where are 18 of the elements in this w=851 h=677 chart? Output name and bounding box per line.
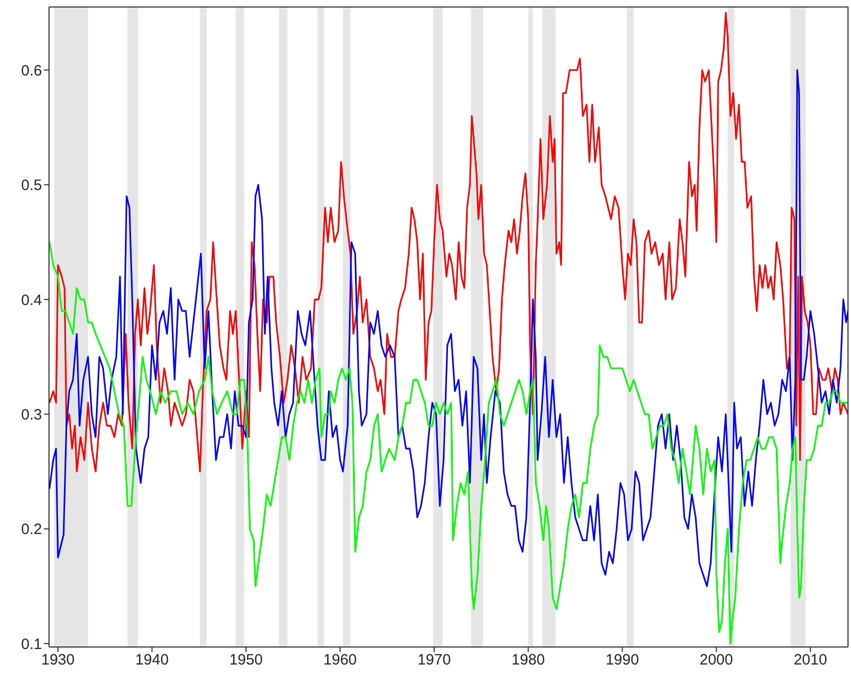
- x-tick-label: 1980: [512, 652, 545, 669]
- y-tick-label: 0.4: [21, 292, 42, 309]
- x-tick-label: 2000: [700, 652, 734, 669]
- x-tick-label: 1950: [229, 652, 263, 669]
- y-tick-label: 0.5: [21, 177, 42, 194]
- x-tick-label: 1940: [135, 652, 169, 669]
- x-tick-label: 1990: [606, 652, 639, 669]
- line-series: [49, 241, 848, 644]
- y-tick-label: 0.6: [21, 62, 42, 80]
- x-tick-label: 1960: [323, 652, 357, 669]
- line-series: [49, 12, 848, 472]
- x-tick-label: 1970: [417, 652, 451, 669]
- y-tick-label: 0.3: [21, 406, 42, 424]
- y-tick-label: 0.2: [21, 521, 42, 538]
- line-series: [49, 69, 848, 588]
- y-tick-label: 0.1: [21, 636, 42, 653]
- x-tick-label: 2010: [794, 652, 828, 669]
- x-tick-label: 1930: [41, 652, 75, 669]
